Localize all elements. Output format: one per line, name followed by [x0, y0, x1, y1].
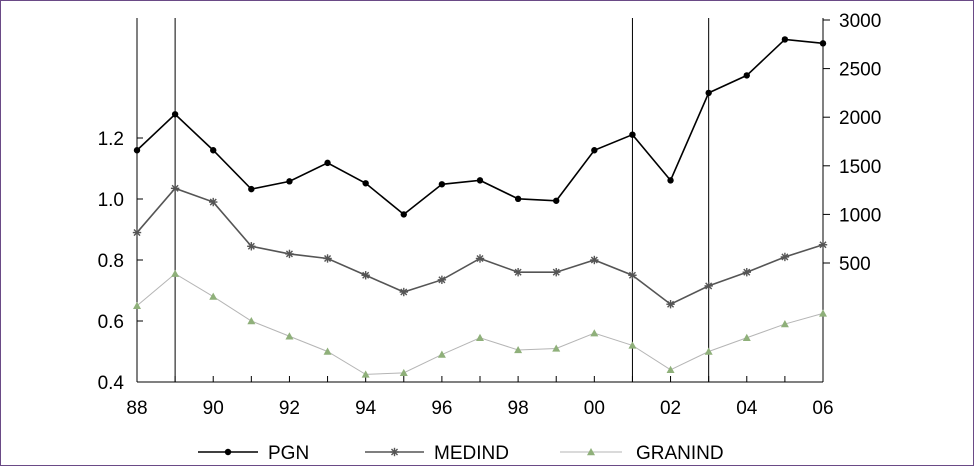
point-medind-02	[666, 300, 675, 309]
point-granind-92	[285, 332, 294, 340]
point-medind-00	[590, 255, 599, 265]
point-granind-04	[742, 333, 751, 341]
point-medind-98	[513, 268, 523, 277]
point-pgn-88	[133, 147, 141, 154]
right-tick-label-3000: 3000	[839, 11, 881, 32]
point-pgn-96	[438, 181, 446, 188]
point-medind-01	[628, 271, 637, 280]
point-granind-88	[133, 301, 141, 309]
point-pgn-02	[667, 177, 674, 184]
left-tick-label-1.0: 1.0	[98, 190, 124, 211]
x-tick-label-02: 02	[660, 398, 681, 419]
x-tick-label-96: 96	[431, 398, 452, 419]
point-medind-04	[742, 268, 751, 277]
right-tick-label-2500: 2500	[839, 60, 881, 81]
series-line-granind	[136, 273, 824, 375]
point-granind-02	[666, 365, 675, 373]
legend-label-pgn: PGN	[268, 443, 309, 464]
series-points-granind	[133, 269, 827, 378]
point-medind-91	[247, 242, 256, 251]
point-granind-03	[704, 347, 713, 355]
point-granind-90	[209, 292, 218, 300]
point-pgn-99	[553, 197, 560, 204]
point-medind-05	[780, 252, 790, 262]
point-medind-92	[285, 249, 294, 259]
point-medind-88	[132, 228, 142, 237]
point-pgn-03	[705, 89, 712, 97]
point-granind-98	[514, 345, 523, 354]
point-granind-93	[323, 347, 332, 355]
point-granind-89	[171, 269, 180, 277]
x-tick-label-98: 98	[508, 398, 529, 419]
legend-item-pgn: PGN	[198, 443, 309, 464]
legend-marker-granind	[587, 448, 595, 456]
point-medind-89	[170, 184, 180, 193]
point-granind-94	[361, 370, 370, 378]
x-tick-label-06: 06	[812, 398, 833, 419]
point-pgn-97	[476, 177, 484, 184]
point-medind-90	[209, 197, 218, 207]
point-granind-06	[819, 309, 827, 317]
point-medind-93	[323, 254, 332, 263]
point-pgn-04	[743, 72, 750, 79]
legend-item-medind: MEDIND	[365, 443, 509, 464]
point-medind-95	[399, 287, 408, 297]
point-medind-96	[437, 275, 447, 285]
series-points-medind	[132, 184, 828, 309]
point-pgn-89	[171, 111, 179, 118]
x-tick-label-90: 90	[203, 398, 224, 419]
point-pgn-01	[629, 131, 636, 138]
point-granind-99	[552, 344, 561, 352]
point-medind-03	[704, 281, 713, 291]
right-tick-label-1000: 1000	[839, 205, 881, 226]
point-pgn-92	[286, 178, 293, 185]
legend-marker-pgn	[224, 448, 232, 456]
point-pgn-94	[362, 180, 369, 187]
point-granind-96	[437, 350, 446, 358]
point-granind-00	[590, 329, 599, 337]
x-tick-label-94: 94	[355, 398, 377, 419]
left-tick-label-0.8: 0.8	[98, 251, 124, 272]
point-medind-94	[361, 271, 370, 280]
x-tick-label-88: 88	[126, 398, 147, 419]
point-medind-99	[552, 268, 561, 277]
point-pgn-98	[514, 195, 522, 203]
point-medind-06	[818, 240, 828, 249]
series-line-medind	[136, 187, 824, 306]
x-tick-label-92: 92	[279, 398, 300, 419]
point-pgn-90	[210, 147, 217, 154]
legend-item-granind: GRANIND	[560, 443, 724, 464]
point-pgn-93	[324, 159, 331, 167]
right-tick-label-500: 500	[839, 254, 871, 275]
left-tick-label-1.2: 1.2	[98, 129, 124, 150]
left-tick-label-0.6: 0.6	[98, 312, 124, 333]
point-pgn-05	[781, 36, 789, 43]
point-granind-05	[780, 320, 789, 328]
x-tick-label-00: 00	[584, 398, 605, 419]
point-pgn-06	[819, 40, 827, 47]
right-tick-label-1500: 1500	[839, 157, 881, 178]
legend-label-medind: MEDIND	[434, 443, 509, 464]
point-pgn-95	[400, 211, 407, 218]
point-granind-97	[476, 333, 484, 341]
point-granind-91	[247, 317, 256, 325]
series-points-pgn	[133, 36, 827, 218]
point-pgn-91	[248, 185, 255, 193]
right-tick-label-2000: 2000	[839, 108, 881, 129]
point-granind-01	[628, 341, 637, 349]
point-granind-95	[399, 368, 408, 377]
legend-marker-medind	[390, 447, 399, 457]
legend-label-granind: GRANIND	[636, 443, 724, 464]
x-tick-label-04: 04	[736, 398, 758, 419]
left-tick-label-0.4: 0.4	[98, 373, 125, 394]
series-line-pgn	[136, 38, 824, 216]
point-medind-97	[475, 254, 485, 263]
point-pgn-00	[591, 147, 598, 154]
